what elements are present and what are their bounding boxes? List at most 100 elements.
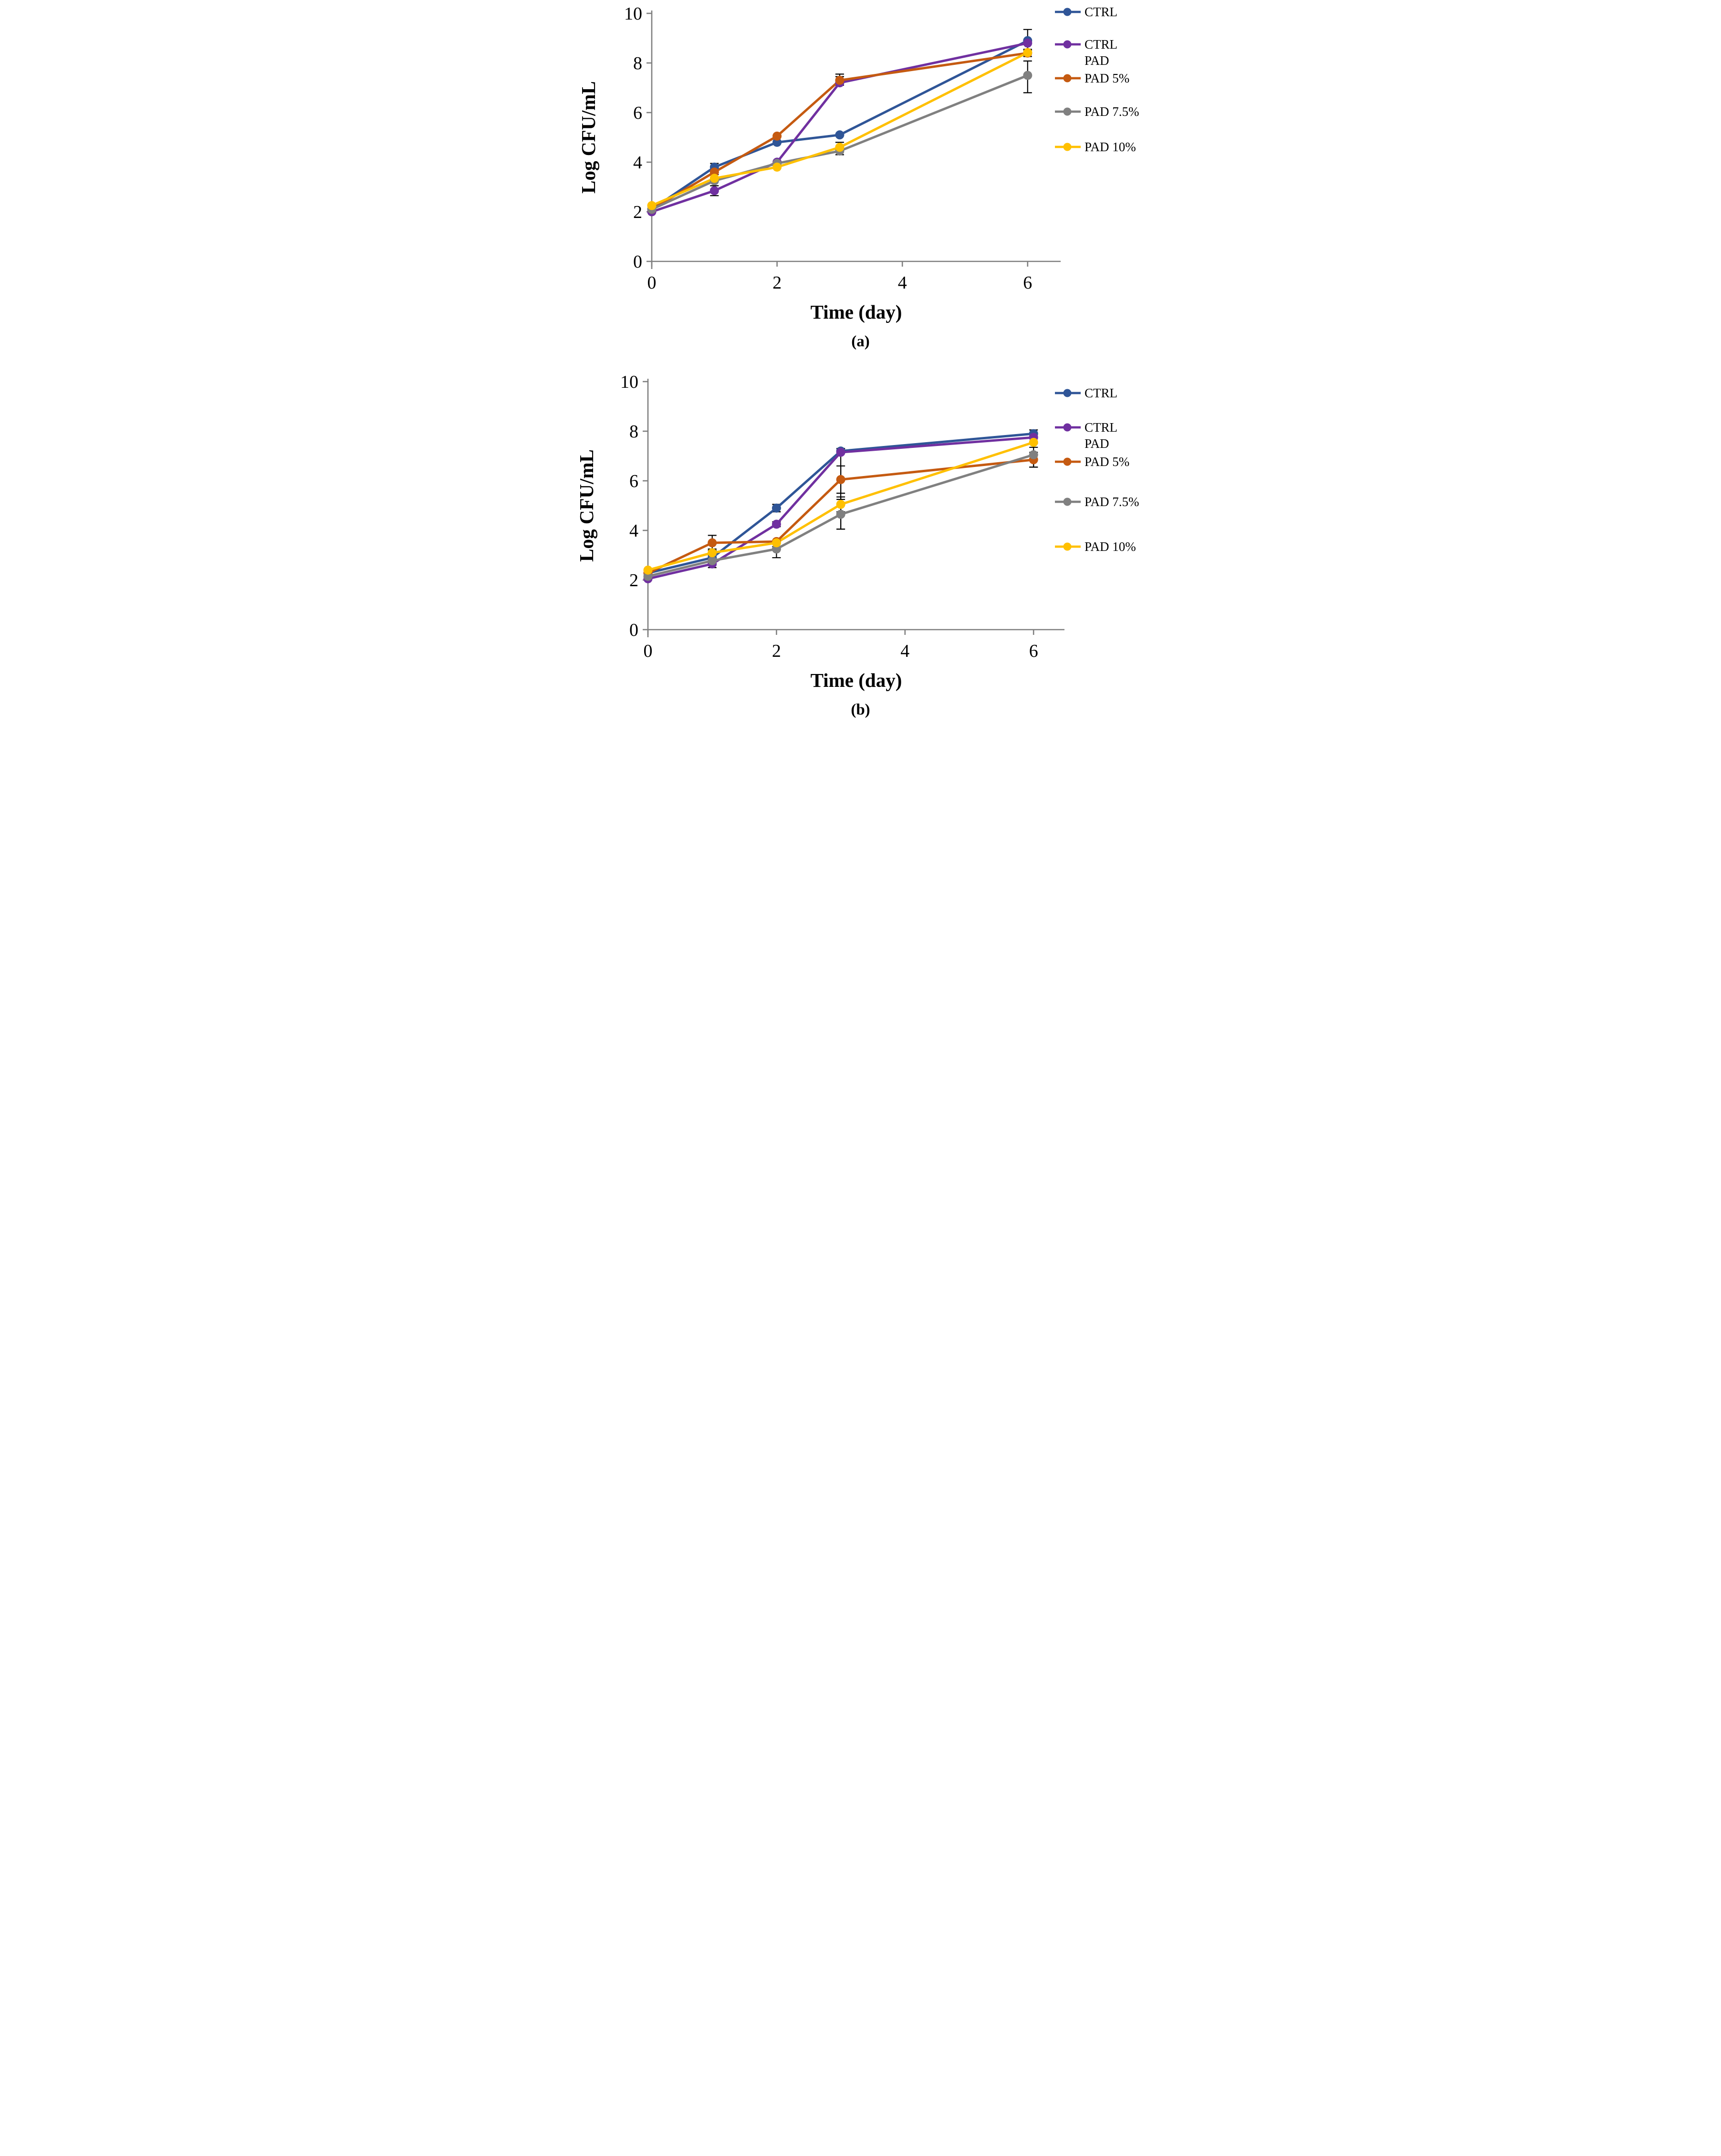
legend-item-PAD 10%: PAD 10%	[1054, 539, 1136, 554]
legend-item-PAD 7.5%: PAD 7.5%	[1054, 495, 1139, 509]
y-tick-label: 8	[629, 422, 638, 442]
legend-marker-icon	[1063, 542, 1071, 551]
legend-marker-icon	[1063, 389, 1071, 397]
y-axis-title: Log CFU/mL	[577, 81, 599, 194]
x-tick-label: 0	[647, 273, 656, 293]
y-tick-label: 6	[629, 471, 638, 491]
x-tick-label: 2	[772, 641, 781, 661]
data-point	[834, 143, 844, 152]
y-tick-label: 0	[633, 252, 642, 272]
data-point	[772, 137, 782, 147]
axes	[642, 379, 1064, 637]
legend-label: PAD 10%	[1085, 539, 1136, 554]
series-markers-PAD 10%	[643, 437, 1038, 575]
series-markers-CTRL PAD	[647, 38, 1032, 217]
data-point	[772, 162, 782, 172]
data-point	[643, 565, 652, 575]
tick-labels: 0 2 4 6 8 10 0 2 4 6	[624, 4, 1032, 293]
series-markers-PAD 7.5%	[643, 450, 1038, 581]
panel-caption: (b)	[851, 701, 870, 718]
legend-marker-icon	[1063, 457, 1071, 466]
y-tick-label: 2	[629, 570, 638, 591]
data-point	[709, 167, 719, 177]
legend-item-PAD 7.5%: PAD 7.5%	[1054, 104, 1139, 119]
legend-label: CTRL	[1085, 37, 1117, 52]
legend-label: PAD 5%	[1085, 71, 1129, 85]
legend-label: CTRL	[1085, 386, 1117, 400]
data-point	[707, 556, 717, 565]
legend-item-PAD 10%: PAD 10%	[1054, 140, 1136, 154]
y-tick-label: 10	[624, 4, 642, 24]
y-tick-label: 8	[633, 53, 642, 73]
x-tick-label: 2	[772, 273, 782, 293]
data-point	[772, 131, 782, 141]
tick-labels: 0 2 4 6 8 10 0 2 4 6	[620, 372, 1038, 661]
legend-label: CTRL	[1085, 420, 1117, 435]
series-markers-CTRL	[647, 36, 1032, 214]
data-point	[834, 75, 844, 85]
data-point	[834, 130, 844, 140]
legend-item-PAD 5%: PAD 5%	[1054, 455, 1129, 469]
y-axis-title: Log CFU/mL	[575, 449, 597, 562]
legend-label: PAD	[1085, 53, 1109, 68]
legend-item-CTRL: CTRL	[1054, 5, 1117, 19]
x-axis-title: Time (day)	[810, 669, 902, 691]
legend-label: CTRL	[1085, 5, 1117, 19]
panel-caption: (a)	[851, 333, 869, 350]
figure-container: 0 2 4 6 8 10 0 2 4 6 Log CFU/mL Time (day) (a) CTRL CT…	[574, 0, 1147, 719]
series-markers-PAD 10%	[647, 48, 1032, 210]
data-point	[772, 519, 781, 529]
data-point	[709, 186, 719, 196]
data-point	[836, 447, 845, 457]
legend-marker-icon	[1063, 74, 1071, 83]
data-point	[647, 201, 656, 210]
data-point	[643, 571, 652, 581]
y-tick-label: 4	[629, 521, 638, 541]
legend-item-PAD 5%: PAD 5%	[1054, 71, 1129, 85]
legend-item-CTRL PAD: CTRLPAD	[1054, 420, 1117, 451]
x-tick-label: 6	[1029, 641, 1038, 661]
data-point	[1022, 48, 1032, 57]
data-point	[772, 538, 781, 548]
x-tick-label: 4	[897, 273, 907, 293]
legend-label: PAD	[1085, 436, 1109, 451]
legend-marker-icon	[1063, 107, 1071, 116]
x-axis-title: Time (day)	[810, 301, 902, 323]
legend-item-CTRL PAD: CTRLPAD	[1054, 37, 1117, 68]
data-point	[772, 503, 781, 513]
y-tick-label: 4	[633, 153, 642, 173]
data-point	[1029, 437, 1038, 447]
data-point	[1022, 71, 1032, 80]
x-tick-label: 0	[643, 641, 652, 661]
legend-label: PAD 7.5%	[1085, 495, 1139, 509]
x-tick-label: 6	[1023, 273, 1032, 293]
data-point	[836, 509, 845, 519]
axes	[646, 10, 1061, 269]
legend-label: PAD 5%	[1085, 455, 1129, 469]
x-tick-label: 4	[900, 641, 909, 661]
y-tick-label: 0	[629, 620, 638, 640]
data-point	[707, 548, 717, 558]
legend-marker-icon	[1063, 40, 1071, 49]
legend-label: PAD 7.5%	[1085, 104, 1139, 119]
legend-label: PAD 10%	[1085, 140, 1136, 154]
y-tick-label: 10	[620, 372, 638, 392]
legend-marker-icon	[1063, 423, 1071, 432]
data-point	[709, 174, 719, 183]
data-point	[836, 475, 845, 484]
data-point	[772, 544, 781, 554]
data-point	[1029, 450, 1038, 459]
legend-marker-icon	[1063, 498, 1071, 506]
y-tick-label: 2	[633, 202, 642, 222]
legend-marker-icon	[1063, 8, 1071, 16]
data-point	[707, 538, 717, 548]
legend-marker-icon	[1063, 143, 1071, 151]
data-point	[1022, 38, 1032, 48]
legend-item-CTRL: CTRL	[1054, 386, 1117, 400]
data-point	[836, 499, 845, 509]
